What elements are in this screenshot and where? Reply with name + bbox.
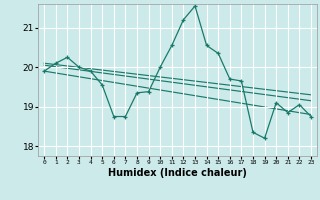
X-axis label: Humidex (Indice chaleur): Humidex (Indice chaleur)	[108, 168, 247, 178]
